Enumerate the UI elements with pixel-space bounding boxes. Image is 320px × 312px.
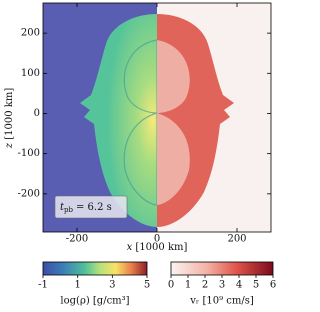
colorbar-label: vᵣ [10⁹ cm/s]	[189, 296, 254, 307]
colorbar-label: log(ρ) [g/cm³]	[60, 296, 129, 307]
colorbar-tick-label: 1	[185, 280, 191, 291]
colorbar-1	[170, 261, 274, 276]
svg-text:x [1000 km]: x [1000 km]	[127, 242, 188, 253]
y-tick-label: 0	[34, 108, 40, 119]
y-label: [1000 km]	[4, 88, 15, 140]
annotation-subscript: pb	[64, 206, 73, 214]
plot-area: tpb = 6.2 s	[42, 2, 272, 233]
svg-text:tpb= 6.2 s: tpb = 6.2 s	[60, 202, 112, 215]
colorbar-tick-label: 2	[202, 280, 208, 291]
x-label: [1000 km]	[135, 242, 187, 253]
colorbar-tick-label: 5	[253, 280, 259, 291]
y-tick-label: -200	[18, 188, 40, 199]
colorbar-tick-label: -1	[38, 280, 48, 291]
y-tick-label: -100	[18, 148, 40, 159]
y-tick-label: 100	[21, 68, 40, 79]
colorbar-tick-label: 4	[236, 280, 242, 291]
annotation-symbol: t	[60, 202, 65, 213]
y-symbol: z	[4, 142, 15, 149]
annotation-text: = 6.2 s	[76, 202, 112, 213]
colorbar-tick-label: 3	[219, 280, 225, 291]
figure: tpb = 6.2 s x [1000 km] z [1000 km] -200 0…	[4, 2, 276, 307]
x-tick-label: -200	[66, 234, 88, 245]
svg-text:z [1000 km]: z [1000 km]	[4, 88, 15, 150]
colorbar-tick-label: 5	[144, 280, 150, 291]
y-tick-label: 200	[21, 28, 40, 39]
x-tick-label: 0	[154, 234, 160, 245]
colorbar-tick-label: 3	[109, 280, 115, 291]
x-symbol: x	[127, 242, 133, 253]
x-tick-label: 200	[227, 234, 246, 245]
colorbar-tick-label: 6	[270, 280, 276, 291]
colorbar-0	[42, 261, 148, 276]
colorbar-tick-label: 0	[168, 280, 174, 291]
colorbar-tick-label: 1	[74, 280, 80, 291]
